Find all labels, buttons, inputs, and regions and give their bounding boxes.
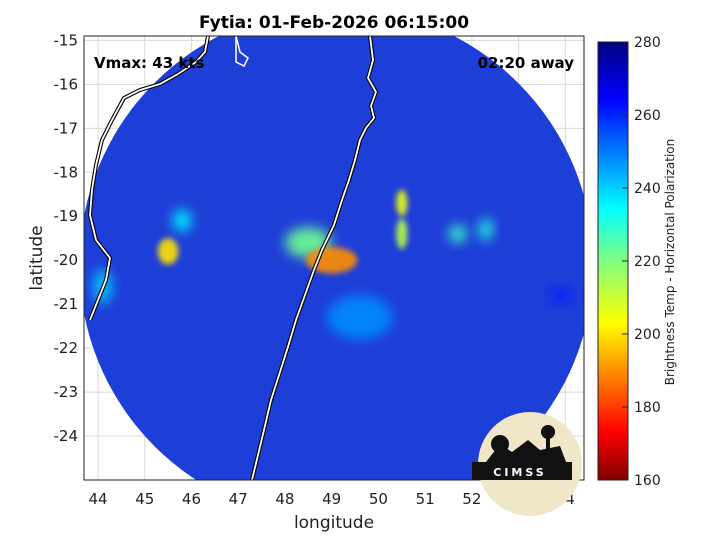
y-tick-label: -18 <box>54 163 79 181</box>
y-tick-label: -22 <box>54 339 79 357</box>
colorbar-tick-label: 280 <box>634 35 661 51</box>
cimss-logo: CIMSS <box>472 412 582 516</box>
swath-layer <box>84 36 584 480</box>
y-tick-label: -24 <box>54 427 79 445</box>
y-tick-label: -17 <box>54 119 79 137</box>
x-tick-label: 47 <box>229 490 248 508</box>
tb-feature <box>326 295 393 340</box>
tb-feature <box>172 209 192 232</box>
colorbar-tick-label: 180 <box>634 400 661 416</box>
africa-coastline-white <box>89 36 209 321</box>
y-tick-label: -16 <box>54 75 79 93</box>
logo-dish <box>491 435 509 453</box>
x-tick-label: 44 <box>88 490 107 508</box>
colorbar-tick-label: 240 <box>634 181 661 197</box>
colorbar-tick-labels: 160 180 200 220 240 260 280 <box>622 35 661 489</box>
logo-water-tower <box>541 425 555 439</box>
x-tick-label: 51 <box>416 490 435 508</box>
y-tick-label: -23 <box>54 383 79 401</box>
time-away-annotation: 02:20 away <box>478 54 575 72</box>
x-tick-label: 48 <box>275 490 294 508</box>
colorbar-tick-label: 260 <box>634 108 661 124</box>
axes-box <box>83 35 585 481</box>
colorbar: 160 180 200 220 240 260 280 Brightness Temp - … <box>597 35 677 489</box>
vmax-annotation: Vmax: 43 kts <box>94 54 204 72</box>
y-tick-label: -21 <box>54 295 79 313</box>
colorbar-tick-label: 220 <box>634 254 661 270</box>
tb-feature <box>396 189 408 217</box>
x-tick-label: 49 <box>322 490 341 508</box>
chart-title: Fytia: 01-Feb-2026 06:15:00 <box>199 13 469 33</box>
tb-feature <box>448 225 468 243</box>
y-tick-label: -19 <box>54 207 79 225</box>
x-tick-label: 50 <box>369 490 388 508</box>
island-coastline <box>235 36 249 68</box>
colorbar-label: Brightness Temp - Horizontal Polarizatio… <box>663 139 677 386</box>
y-tick-label: -15 <box>54 31 79 49</box>
tb-feature <box>551 288 570 302</box>
x-axis-label: longitude <box>294 513 374 533</box>
x-tick-label: 52 <box>462 490 481 508</box>
tb-feature <box>478 218 493 241</box>
x-tick-label: 46 <box>182 490 201 508</box>
tb-feature <box>157 238 179 265</box>
logo-ground <box>472 462 572 480</box>
colorbar-tick-label: 200 <box>634 327 661 343</box>
y-axis-label: latitude <box>27 225 47 290</box>
x-tick-label: 45 <box>135 490 154 508</box>
y-tick-labels: -15 -16 -17 -18 -19 -20 -21 -22 -23 -24 <box>54 31 79 445</box>
logo-text: CIMSS <box>493 466 546 479</box>
tb-feature <box>396 218 408 250</box>
y-tick-label: -20 <box>54 251 79 269</box>
madagascar-coastline-white <box>251 36 377 480</box>
logo-tower-leg <box>546 438 550 462</box>
colorbar-tick-label: 160 <box>634 473 661 489</box>
coastline-layer <box>87 36 379 480</box>
